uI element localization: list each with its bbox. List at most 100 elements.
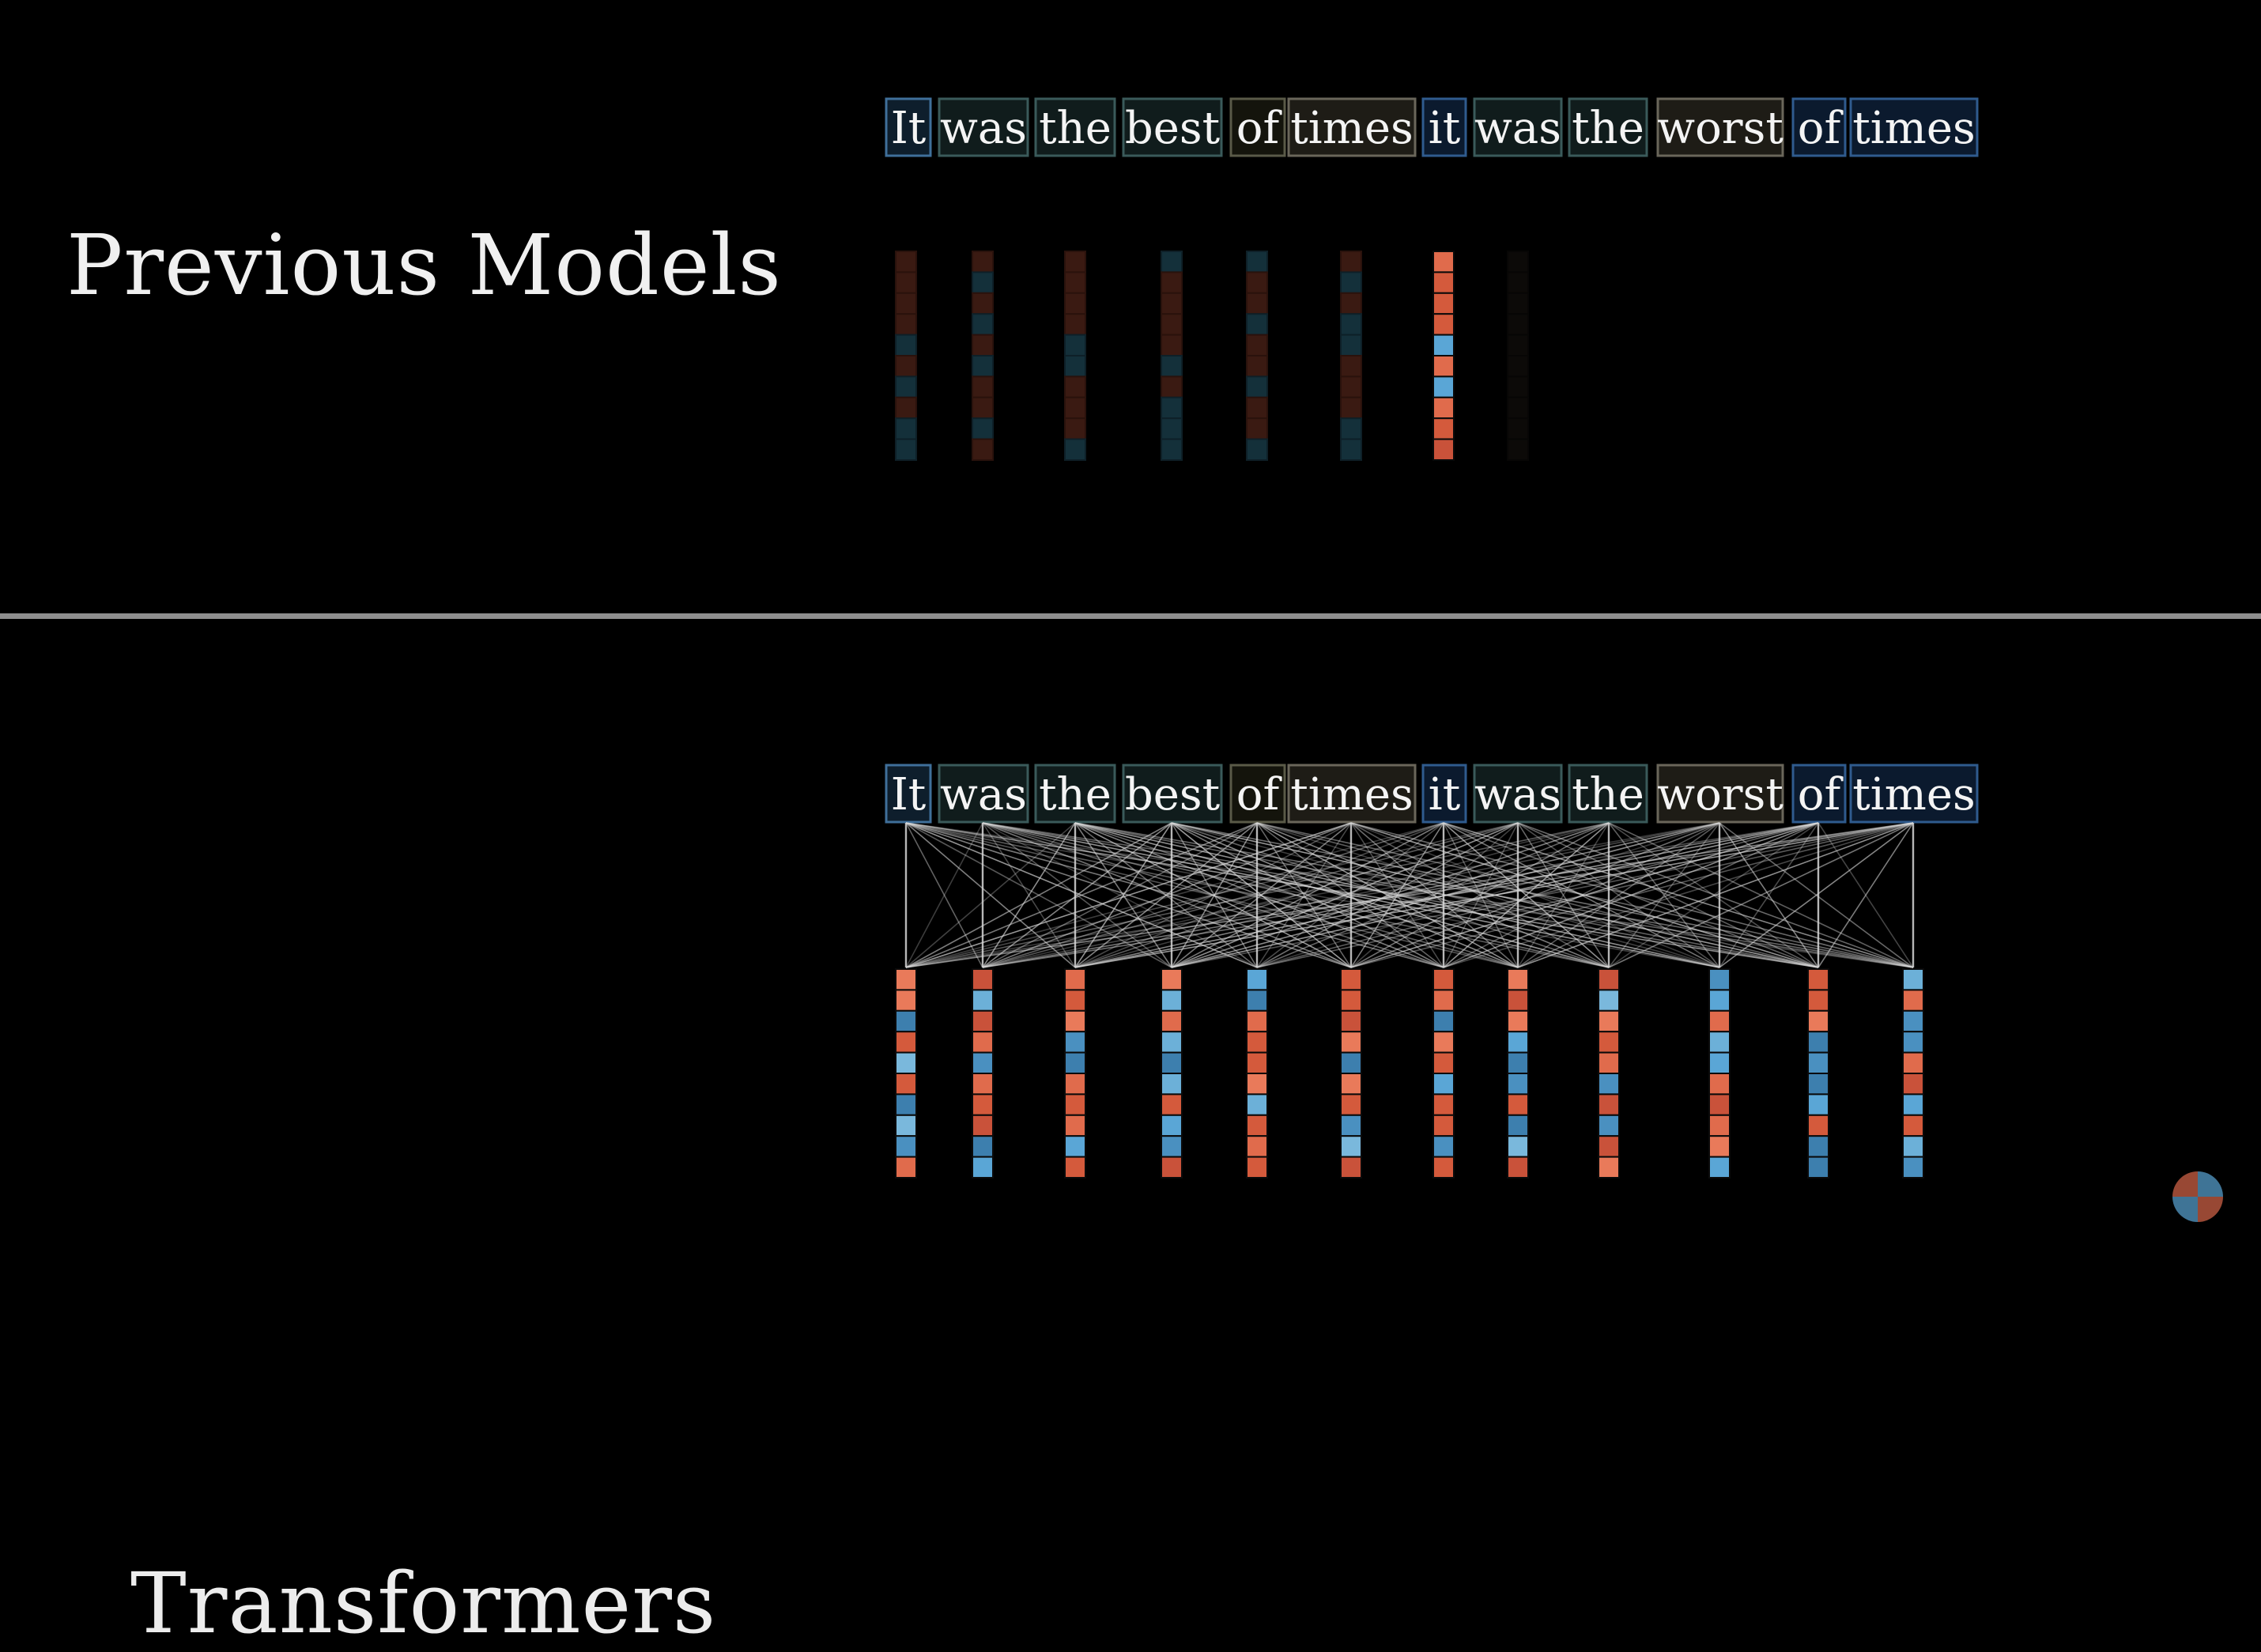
top-token-box — [1421, 97, 1467, 157]
bottom-vector-cell — [1598, 989, 1620, 1012]
top-vector-cell — [1246, 271, 1268, 294]
bottom-vector-cell — [972, 1009, 994, 1033]
bottom-vector-cell — [1902, 1073, 1924, 1096]
bottom-vector-cell — [1902, 1093, 1924, 1116]
top-vector-cell — [1340, 251, 1362, 273]
bottom-vector-cell — [1902, 1135, 1924, 1158]
top-vector-cell — [1246, 396, 1268, 420]
attention-line — [1517, 822, 1720, 968]
top-vector-cell — [1064, 292, 1086, 315]
bottom-vector-cell — [1064, 968, 1086, 991]
bottom-vector-cell — [972, 1135, 994, 1158]
top-vector-cell — [972, 438, 994, 461]
bottom-token: times — [1852, 769, 1975, 820]
attention-line — [1074, 822, 1172, 968]
attention-line — [1074, 822, 1444, 968]
top-vector-cell-ghost — [1507, 334, 1529, 357]
attention-line — [982, 822, 1720, 968]
bottom-vector-cell — [1598, 1051, 1620, 1074]
top-vector-cell — [1432, 355, 1455, 378]
attention-line — [1171, 822, 1914, 968]
top-vector-cell — [1340, 438, 1362, 461]
top-vector-cell — [1340, 313, 1362, 336]
bottom-vector-cell — [972, 1093, 994, 1116]
bottom-vector-cell — [1507, 1093, 1529, 1116]
top-vector-cell — [1432, 251, 1455, 273]
attention-line — [1517, 822, 1819, 968]
top-vector-cell — [1432, 396, 1455, 420]
attention-line — [1608, 822, 1914, 968]
bottom-vector-cell — [1246, 1156, 1268, 1179]
attention-line — [1256, 822, 1914, 968]
bottom-vector-cell — [1064, 1114, 1086, 1137]
top-token: the — [1039, 103, 1112, 154]
top-vector-cell — [1340, 396, 1362, 420]
bottom-token-box — [1122, 764, 1223, 824]
top-vector-cell-ghost — [1507, 375, 1529, 398]
top-vector-cell — [1432, 271, 1455, 294]
top-vector-cell — [1246, 375, 1268, 398]
bottom-vector-cell — [972, 1073, 994, 1096]
bottom-vector-cell — [1064, 1031, 1086, 1054]
bottom-vector-cell — [1064, 989, 1086, 1012]
bottom-vector-cell — [895, 1051, 917, 1074]
top-vector-cell — [972, 355, 994, 378]
attention-line — [1074, 822, 1610, 968]
bottom-vector-cell — [1708, 1093, 1731, 1116]
attention-line — [1608, 822, 1720, 968]
bottom-vector-cell — [1598, 1093, 1620, 1116]
attention-line — [1256, 822, 1352, 968]
top-vector-cell-ghost — [1507, 313, 1529, 336]
top-token-box — [1849, 97, 1979, 157]
attention-line — [1517, 822, 1610, 968]
top-token-box — [1229, 97, 1286, 157]
bottom-token-box — [885, 764, 932, 824]
bottom-token: was — [1474, 769, 1561, 820]
top-vector-cell — [972, 292, 994, 315]
bottom-vector-cell — [1507, 1135, 1529, 1158]
attention-line — [905, 822, 1258, 968]
top-token: times — [1290, 103, 1413, 154]
bottom-vector-cell — [1340, 968, 1362, 991]
top-vector-cell — [1246, 417, 1268, 440]
diagram-canvas: It was the best of times it was the worst of timesI… — [885, 97, 1979, 1179]
bottom-vector-cell — [1432, 1073, 1455, 1096]
top-token-box — [885, 97, 932, 157]
bottom-vector-cell — [1340, 1073, 1362, 1096]
bottom-vector-cell — [1807, 1135, 1829, 1158]
bottom-vector-cell — [1708, 1135, 1731, 1158]
attention-line — [1517, 822, 1720, 968]
bottom-token: the — [1039, 769, 1112, 820]
top-vector-cell-ghost — [1507, 438, 1529, 461]
attention-line — [1443, 822, 1914, 968]
transformers-heading: Transformers — [130, 1555, 717, 1652]
attention-line — [1350, 822, 1819, 968]
bottom-vector-cell — [1902, 1009, 1924, 1033]
bottom-vector-cell — [1598, 1114, 1620, 1137]
bottom-vector-cell — [1161, 1114, 1183, 1137]
top-token: was — [1474, 103, 1561, 154]
bottom-vector-cell — [1246, 1135, 1268, 1158]
top-token: It — [891, 103, 927, 154]
top-vector-cell — [1064, 334, 1086, 357]
top-token: it — [1429, 103, 1461, 154]
top-vector-cell — [1161, 292, 1183, 315]
bottom-token: It — [891, 769, 927, 820]
top-vector-cell — [895, 396, 917, 420]
channel-logo-icon — [2172, 1171, 2223, 1222]
bottom-vector-cell — [1064, 1093, 1086, 1116]
bottom-vector-cell — [895, 968, 917, 991]
bottom-vector-cell — [1708, 1073, 1731, 1096]
bottom-vector-cell — [895, 1031, 917, 1054]
bottom-vector-cell — [1432, 1093, 1455, 1116]
bottom-token: was — [940, 769, 1027, 820]
attention-line — [1074, 822, 1914, 968]
bottom-token: the — [1572, 769, 1644, 820]
bottom-vector-cell — [1507, 1156, 1529, 1179]
bottom-vector-cell — [1902, 1031, 1924, 1054]
attention-line — [1350, 822, 1610, 968]
top-vector-cell-ghost — [1507, 251, 1529, 273]
top-vector-cell — [1161, 375, 1183, 398]
bottom-vector-cell — [1246, 989, 1268, 1012]
bottom-vector-cell — [1507, 968, 1529, 991]
